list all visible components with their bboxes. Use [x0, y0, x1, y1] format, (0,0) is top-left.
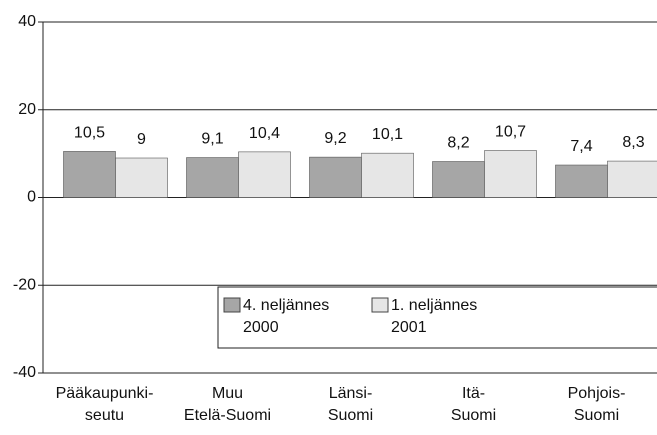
y-tick-label: 20	[18, 101, 36, 118]
value-label: 10,1	[372, 126, 403, 143]
text-line: Suomi	[328, 407, 373, 424]
text-line: 20	[18, 101, 36, 118]
y-tick-label: -20	[13, 276, 36, 293]
text-line: 9,2	[324, 130, 346, 147]
text-line: Länsi-	[329, 385, 373, 402]
value-label: 8,3	[622, 134, 644, 151]
legend-label: 4. neljännes 2000	[243, 297, 329, 336]
text-line: Suomi	[574, 407, 619, 424]
value-label: 10,5	[74, 125, 105, 142]
text-line: 9,1	[201, 131, 223, 148]
text-line: Suomi	[451, 407, 496, 424]
bar	[607, 160, 657, 198]
text-line: 10,7	[495, 124, 526, 141]
value-label: 9,2	[324, 130, 346, 147]
text-line: -40	[13, 364, 36, 381]
text-line: 7,4	[570, 138, 592, 155]
x-tick-label: Pohjois- Suomi	[568, 385, 626, 424]
text-line: Etelä-Suomi	[184, 407, 271, 424]
value-label: 8,2	[447, 135, 469, 152]
legend-swatch	[371, 297, 389, 313]
bar	[186, 157, 239, 198]
text-line: Pohjois-	[568, 385, 626, 402]
text-line: 40	[18, 13, 36, 30]
text-line: Muu	[212, 385, 243, 402]
value-label: 9	[137, 131, 146, 148]
value-label: 7,4	[570, 138, 592, 155]
text-line: 10,1	[372, 126, 403, 143]
text-line: Itä-	[462, 385, 485, 402]
y-tick-label: 40	[18, 13, 36, 30]
legend-swatch	[223, 297, 241, 313]
value-label: 10,4	[249, 125, 280, 142]
x-tick-label: Itä- Suomi	[451, 385, 496, 424]
y-tick-label: 0	[27, 189, 36, 206]
text-line: 10,5	[74, 125, 105, 142]
text-line: Pääkaupunki-	[56, 385, 154, 402]
text-line: -20	[13, 276, 36, 293]
legend-box	[217, 286, 657, 349]
text-line: 9	[137, 131, 146, 148]
legend-label: 1. neljännes 2001	[391, 297, 477, 336]
bar	[63, 151, 116, 198]
text-line: 8,3	[622, 134, 644, 151]
bar	[555, 164, 608, 198]
bar	[484, 150, 537, 198]
text-line: 8,2	[447, 135, 469, 152]
y-tick-label: -40	[13, 364, 36, 381]
bar	[115, 157, 168, 198]
value-label: 9,1	[201, 131, 223, 148]
text-line: seutu	[85, 407, 124, 424]
bar	[432, 161, 485, 198]
text-line: 1. neljännes	[391, 297, 477, 314]
bar	[361, 152, 414, 198]
text-line: 2000	[243, 319, 279, 336]
x-tick-label: Muu Etelä-Suomi	[184, 385, 271, 424]
x-tick-label: Länsi- Suomi	[328, 385, 373, 424]
text-line: 10,4	[249, 125, 280, 142]
text-line: 0	[27, 189, 36, 206]
text-line: 2001	[391, 319, 427, 336]
value-label: 10,7	[495, 124, 526, 141]
x-tick-label: Pääkaupunki-seutu	[56, 385, 154, 424]
text-line: 4. neljännes	[243, 297, 329, 314]
bar	[309, 156, 362, 198]
bar	[238, 151, 291, 198]
